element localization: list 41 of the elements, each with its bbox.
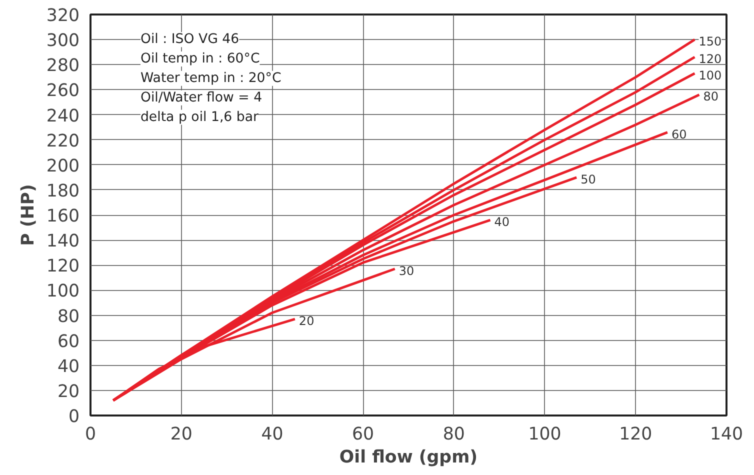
series-label: 100 — [698, 68, 722, 82]
y-tick-label: 0 — [68, 407, 80, 427]
series-label: 40 — [494, 215, 510, 230]
annotation: Oil/Water flow = 4 — [140, 90, 262, 106]
y-tick-label: 320 — [46, 6, 80, 26]
x-tick-label: 140 — [710, 424, 744, 444]
series-label: 60 — [671, 127, 687, 142]
annotation: delta p oil 1,6 bar — [140, 110, 260, 125]
y-tick-label: 60 — [57, 332, 80, 352]
y-tick-label: 300 — [46, 31, 80, 52]
x-tick-label: 40 — [261, 424, 284, 444]
y-tick-label: 240 — [46, 106, 80, 126]
series-label: 150 — [698, 34, 722, 49]
y-tick-label: 40 — [57, 356, 80, 377]
y-tick-label: 80 — [57, 306, 80, 327]
annotation: Oil : ISO VG 46 — [140, 32, 240, 48]
y-tick-label: 120 — [46, 256, 80, 277]
y-tick-label: 220 — [46, 131, 80, 152]
y-tick-label: 100 — [46, 282, 80, 302]
series-label: 20 — [298, 314, 314, 328]
x-tick-label: 20 — [170, 424, 192, 444]
x-tick-label: 60 — [352, 424, 374, 444]
y-tick-label: 20 — [57, 382, 80, 402]
y-tick-label: 180 — [46, 181, 80, 202]
y-tick-label: 160 — [46, 206, 80, 226]
series-label: 120 — [698, 52, 722, 66]
y-tick-label: 280 — [46, 56, 80, 76]
y-tick-label: 140 — [46, 232, 80, 252]
y-tick-label: 200 — [46, 156, 80, 176]
x-tick-label: 0 — [84, 424, 96, 444]
x-tick-label: 120 — [619, 424, 652, 444]
x-axis-title: Oil flow (gpm) — [339, 448, 478, 468]
y-tick-label: 260 — [46, 81, 80, 102]
x-tick-label: 80 — [442, 424, 465, 444]
annotation: Water temp in : 20°C — [140, 70, 282, 86]
x-tick-label: 100 — [528, 424, 562, 444]
series-label: 50 — [580, 172, 596, 186]
y-axis-title: P (HP) — [18, 184, 38, 246]
annotation: Oil temp in : 60°C — [140, 51, 260, 66]
series-label: 30 — [398, 264, 414, 278]
series-label: 80 — [703, 90, 719, 104]
